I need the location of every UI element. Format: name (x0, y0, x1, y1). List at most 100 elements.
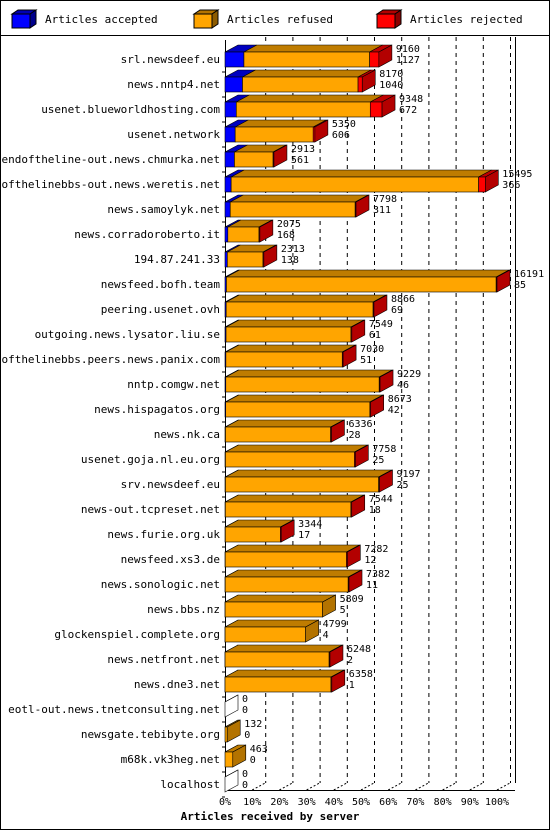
value-label-accepted: 168 (277, 230, 295, 241)
value-label-offered: 0 (242, 769, 248, 780)
bar-side (314, 119, 329, 143)
y-tick-label: news.nk.ca (154, 428, 220, 441)
bar-segment (225, 376, 380, 393)
bar-side (263, 244, 278, 268)
legend-label: Articles refused (227, 13, 333, 26)
bar-side (370, 394, 385, 418)
value-label-accepted: 1127 (396, 55, 420, 66)
y-tick-label: news.samoylyk.net (107, 203, 220, 216)
y-tick-label: usenet.goja.nl.eu.org (81, 453, 220, 466)
value-label-accepted: 1 (349, 680, 355, 691)
legend-swatch (193, 13, 213, 29)
value-label-offered: 8170 (379, 69, 403, 80)
bar-side (226, 719, 241, 743)
value-label-offered: 9348 (399, 94, 423, 105)
legend-swatch-side (29, 9, 37, 29)
bar-side (351, 494, 366, 518)
value-label-offered: 2075 (277, 219, 301, 230)
x-tick-label: 80% (434, 797, 452, 808)
value-label-offered: 2313 (281, 244, 305, 255)
value-label-offered: 7282 (364, 544, 388, 555)
value-label-offered: 7549 (369, 319, 393, 330)
value-label-offered: 6248 (347, 644, 371, 655)
bar-side (373, 294, 388, 318)
tick-mark (415, 782, 429, 791)
bar-side (381, 94, 396, 118)
tick-mark (360, 782, 375, 791)
y-tick-label: news.furie.org.uk (107, 528, 220, 541)
bar-segment (226, 276, 497, 293)
value-label-accepted: 28 (348, 430, 360, 441)
bar-side (331, 669, 346, 693)
y-tick-label: news.corradoroberto.it (74, 228, 220, 241)
bar-segment (369, 101, 383, 118)
value-label-accepted: 17 (298, 530, 310, 541)
bar-segment (478, 176, 486, 193)
value-label-accepted: 25 (397, 480, 409, 491)
y-tick-label: endofthelinebbs-out.news.weretis.net (0, 178, 220, 191)
bar-segment (234, 126, 314, 143)
y-tick-label: usenet.network (127, 128, 220, 141)
bar-segment (224, 751, 234, 768)
bar-top (236, 94, 384, 103)
bar-side (361, 69, 376, 93)
bar-segment (225, 501, 352, 518)
x-tick-label: 90% (461, 797, 479, 808)
value-label-accepted: 69 (391, 305, 403, 316)
tick-mark (306, 782, 320, 791)
bar-side (347, 544, 361, 568)
bar-top (226, 294, 387, 303)
bar-side (355, 444, 369, 468)
bar-top (224, 644, 343, 653)
bar-segment (224, 526, 281, 543)
y-tick-label: newsgate.tebibyte.org (81, 728, 220, 741)
bar-segment (224, 601, 323, 618)
tick-mark (496, 782, 511, 791)
bar-side (379, 369, 394, 393)
bar-segment (224, 676, 332, 693)
bar-top (225, 469, 392, 478)
bar-side (259, 219, 274, 243)
bar-top (225, 419, 344, 428)
y-tick-label: localhost (160, 778, 220, 791)
y-tick-label: glockenspiel.complete.org (54, 628, 220, 641)
value-label-offered: 6358 (349, 669, 373, 680)
bar-side (485, 169, 499, 193)
bar-top (225, 569, 362, 578)
y-tick-label: news.hispagatos.org (94, 403, 220, 416)
bar-segment (224, 576, 349, 593)
value-label-accepted: 672 (399, 105, 417, 116)
value-label-accepted: 138 (281, 255, 299, 266)
y-tick-label: outgoing.news.lysator.liu.se (35, 328, 220, 341)
tick-mark (442, 782, 456, 791)
bar-top (226, 269, 510, 278)
bar-segment (224, 176, 232, 193)
value-label-accepted: 0 (242, 780, 248, 791)
bar-top (243, 44, 383, 53)
tick-mark (251, 782, 266, 791)
x-tick-label: 100% (485, 797, 509, 808)
bar-segment (227, 251, 264, 268)
bar-side (224, 694, 239, 718)
legend-label: Articles accepted (45, 13, 158, 26)
bar-segment (224, 551, 347, 568)
value-label-accepted: 1040 (379, 80, 403, 91)
bar-side (322, 594, 336, 618)
legend-swatch-side (394, 9, 402, 29)
bar-segment (234, 151, 274, 168)
bar-top (225, 369, 393, 378)
bar-top (242, 69, 372, 78)
bar-top (235, 119, 327, 128)
value-label-offered: 5350 (332, 119, 356, 130)
bar-segment (224, 51, 245, 68)
x-tick-label: 50% (352, 797, 370, 808)
bar-segment (224, 226, 229, 243)
bar-segment (243, 51, 370, 68)
value-label-offered: 2913 (291, 144, 315, 155)
bar-segment (224, 126, 236, 143)
bar-top (230, 194, 369, 203)
legend-swatch-side (211, 9, 219, 29)
x-tick-label: 60% (379, 797, 397, 808)
value-label-accepted: 606 (332, 130, 350, 141)
bar-segment (224, 726, 228, 743)
